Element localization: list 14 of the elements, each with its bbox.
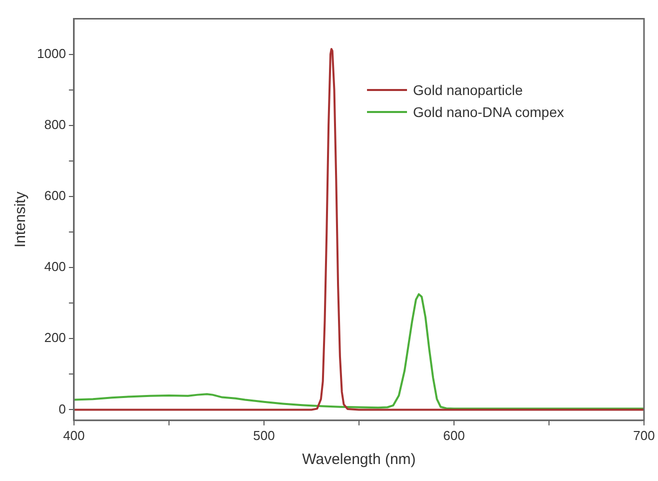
- y-tick-label: 0: [58, 401, 66, 416]
- y-tick-label: 200: [44, 330, 66, 346]
- legend-label: Gold nano-DNA compex: [413, 102, 564, 122]
- legend-label: Gold nanoparticle: [413, 80, 523, 100]
- x-axis-title: Wavelength (nm): [302, 451, 416, 468]
- x-tick-label: 400: [63, 428, 85, 443]
- y-tick-label: 800: [44, 117, 66, 132]
- x-tick-label: 700: [633, 428, 655, 443]
- y-tick-label: 1000: [37, 46, 66, 61]
- y-axis-title: Intensity: [12, 191, 30, 248]
- y-tick-label: 600: [44, 188, 66, 204]
- x-tick-label: 600: [443, 428, 465, 443]
- y-tick-label: 400: [44, 259, 66, 274]
- x-tick-label: 500: [253, 428, 275, 443]
